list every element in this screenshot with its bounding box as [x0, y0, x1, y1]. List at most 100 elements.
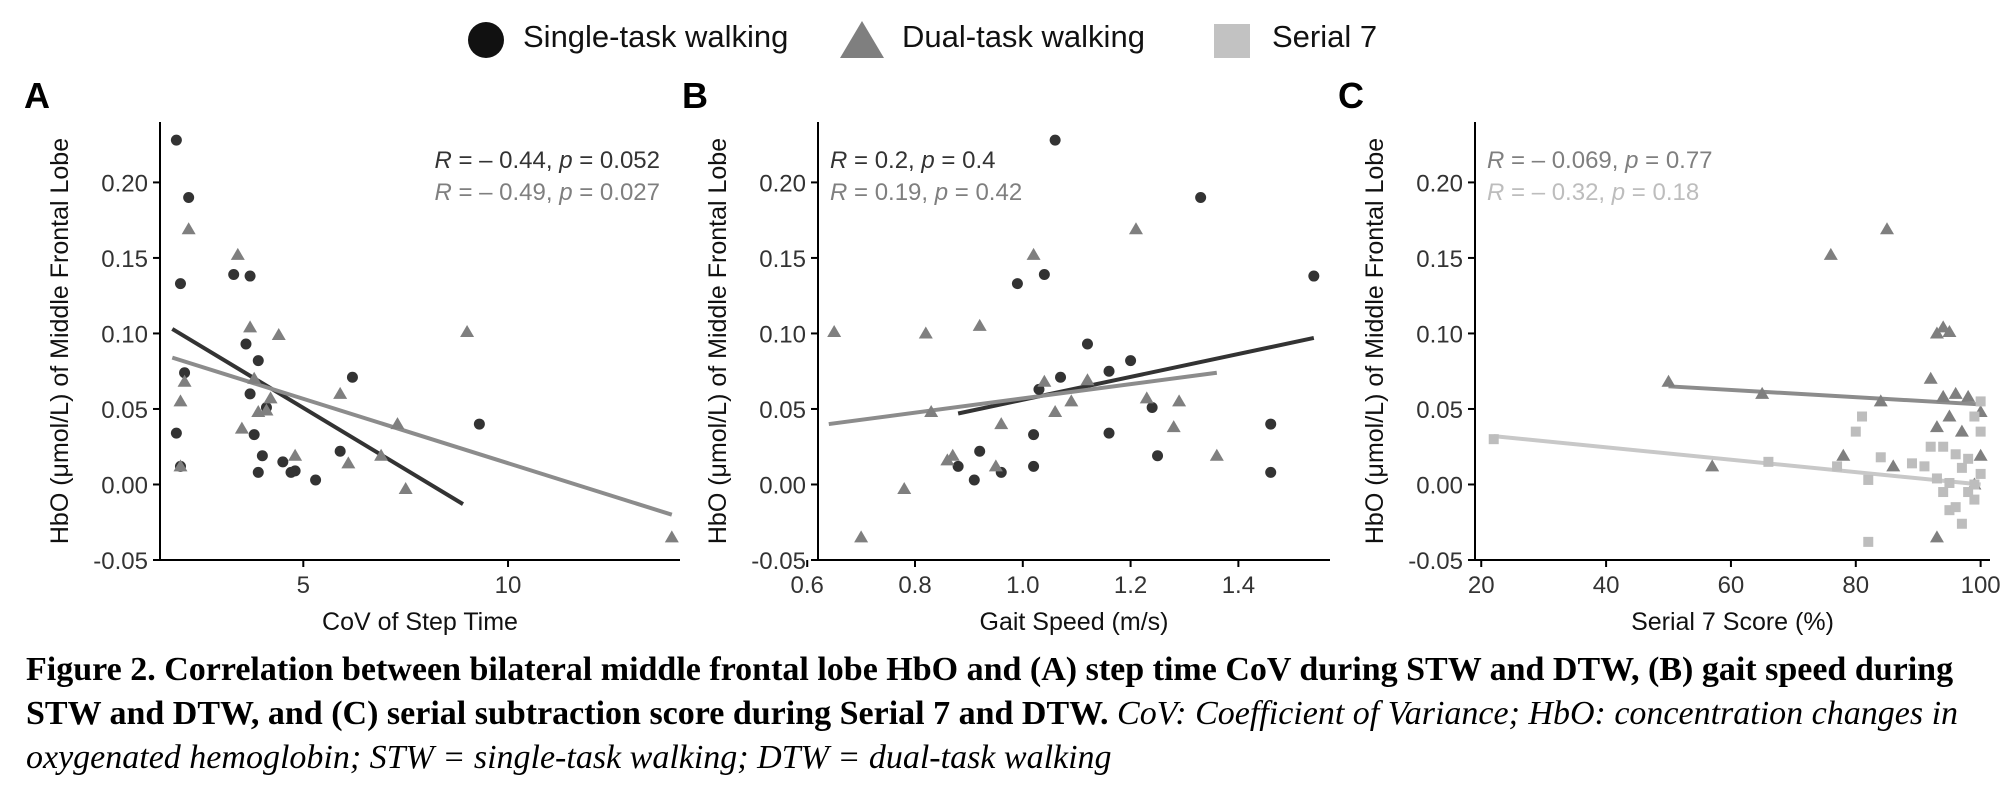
- data-point-single: [952, 460, 964, 472]
- data-point-dual: [1823, 247, 1838, 260]
- panel-letter: B: [682, 75, 708, 116]
- data-point-dual: [1064, 394, 1079, 407]
- fit-line-dual: [828, 370, 1218, 427]
- y-tick-label: 0.05: [1416, 397, 1463, 424]
- panel-letter: A: [24, 75, 50, 116]
- fit-line-dual: [1668, 384, 1981, 407]
- stats-part: R: [434, 147, 451, 174]
- data-point-dual: [1128, 222, 1143, 235]
- y-axis-label: HbO (μmol/L) of Middle Frontal Lobe: [46, 138, 74, 544]
- data-point-serial: [1488, 434, 1499, 445]
- data-point-serial: [1931, 473, 1942, 484]
- stats-part: = 0.052: [573, 147, 660, 174]
- data-point-dual: [1139, 391, 1154, 404]
- data-point-serial: [1963, 453, 1974, 464]
- y-tick-label: 0.00: [759, 472, 806, 499]
- data-point-dual: [1172, 394, 1187, 407]
- data-point-dual: [924, 404, 939, 417]
- data-point-dual: [374, 448, 389, 461]
- data-point-serial: [1950, 449, 1961, 460]
- legend-dual-marker: [840, 21, 884, 58]
- data-point-dual: [972, 318, 987, 331]
- stats-part: R: [1487, 179, 1504, 206]
- stats-part: = 0.2,: [847, 147, 921, 174]
- x-tick-label: 40: [1593, 572, 1620, 599]
- stats-part: p: [558, 147, 572, 174]
- y-tick-label: 0.05: [101, 397, 148, 424]
- data-point-dual: [1880, 222, 1894, 235]
- data-point-dual: [940, 453, 955, 466]
- x-tick-label: 10: [495, 572, 522, 599]
- data-point-serial: [1956, 462, 1967, 473]
- x-axis-label: Gait Speed (m/s): [980, 608, 1169, 636]
- figure-caption: Figure 2. Correlation between bilateral …: [26, 648, 1986, 780]
- data-point-single: [1038, 269, 1050, 281]
- data-point-dual: [1080, 373, 1095, 386]
- stats-part: R: [434, 179, 451, 206]
- stats-part: = 0.42: [948, 179, 1022, 206]
- fit-line-dual: [171, 355, 673, 517]
- stats-part: = – 0.44,: [452, 147, 559, 174]
- data-point-dual: [1929, 530, 1944, 543]
- data-point-single: [170, 134, 182, 146]
- data-point-dual: [271, 327, 286, 340]
- data-point-serial: [1906, 458, 1917, 469]
- data-point-single: [334, 445, 346, 457]
- data-point-single: [1028, 429, 1040, 441]
- x-axis-label: Serial 7 Score (%): [1631, 608, 1834, 636]
- data-point-serial: [1763, 456, 1774, 467]
- data-point-dual: [259, 403, 274, 416]
- data-point-dual: [1942, 409, 1957, 422]
- legend-serial-label: Serial 7: [1272, 19, 1377, 54]
- data-point-single: [1103, 427, 1115, 439]
- y-axis-label: HbO (μmol/L) of Middle Frontal Lobe: [704, 138, 732, 544]
- data-point-dual: [341, 456, 356, 469]
- y-tick-label: 0.10: [759, 321, 806, 348]
- data-point-dual: [1873, 394, 1888, 407]
- y-tick-label: -0.05: [751, 548, 806, 575]
- data-point-dual: [1936, 320, 1951, 333]
- data-point-dual: [398, 482, 413, 495]
- data-point-single: [244, 270, 256, 282]
- data-point-serial: [1963, 487, 1974, 498]
- stats-annotation: R = 0.2, p = 0.4: [830, 147, 995, 174]
- data-point-dual: [1929, 420, 1944, 433]
- data-point-dual: [460, 324, 475, 337]
- stats-part: p: [1611, 179, 1625, 206]
- data-point-serial: [1975, 396, 1986, 407]
- stats-part: = 0.77: [1638, 147, 1712, 174]
- data-point-dual: [1166, 420, 1181, 433]
- data-point-single: [974, 445, 986, 457]
- stats-part: = – 0.32,: [1504, 179, 1611, 206]
- data-point-single: [1265, 418, 1277, 430]
- data-point-single: [1152, 450, 1164, 462]
- x-tick-label: 60: [1718, 572, 1745, 599]
- x-axis-label: CoV of Step Time: [322, 608, 518, 636]
- y-tick-label: 0.15: [101, 246, 148, 273]
- y-tick-label: -0.05: [1408, 548, 1463, 575]
- data-point-dual: [664, 530, 679, 543]
- data-point-dual: [1836, 448, 1851, 461]
- data-point-dual: [173, 394, 188, 407]
- data-point-single: [252, 355, 264, 367]
- caption-title: Figure 2. Correlation between bilateral …: [26, 651, 1954, 732]
- caption-abbreviations: CoV: Coefficient of Variance; HbO: conce…: [26, 695, 1959, 776]
- stats-annotation: R = – 0.44, p = 0.052: [434, 147, 660, 174]
- data-point-single: [228, 269, 240, 281]
- data-point-serial: [1919, 461, 1930, 472]
- data-point-dual: [263, 391, 278, 404]
- data-point-single: [1011, 278, 1023, 290]
- stats-annotation: R = – 0.069, p = 0.77: [1487, 147, 1713, 174]
- data-point-dual: [1886, 459, 1901, 472]
- data-point-serial: [1857, 411, 1868, 422]
- data-point-dual: [1948, 386, 1963, 399]
- data-point-single: [1146, 401, 1158, 413]
- x-tick-label: 1.4: [1222, 572, 1255, 599]
- figure: Single-task walking Dual-task walking Se…: [24, 19, 2000, 636]
- data-point-dual: [230, 247, 245, 260]
- data-point-serial: [1875, 452, 1886, 463]
- fit-line-single: [957, 336, 1315, 416]
- x-tick-label: 80: [1842, 572, 1869, 599]
- data-point-dual: [827, 324, 842, 337]
- data-point-single: [252, 466, 264, 478]
